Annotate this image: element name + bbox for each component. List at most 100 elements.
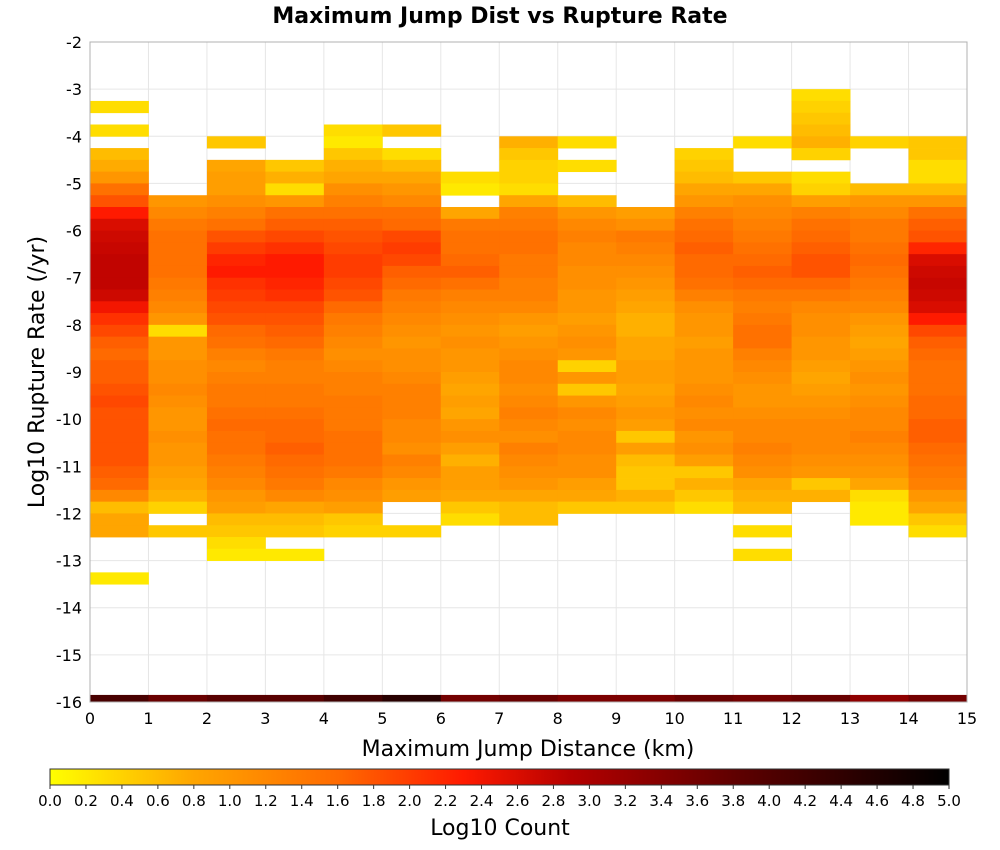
colorbar-tick-label: 0.2: [74, 792, 98, 810]
heatmap-cell: [499, 430, 559, 444]
heatmap-cell: [323, 242, 383, 255]
colorbar-tick-label: 2.8: [542, 792, 566, 810]
heatmap-cell: [733, 501, 792, 514]
heatmap-cell: [90, 171, 149, 184]
heatmap-bottom-cell: [557, 694, 617, 702]
heatmap-cell: [382, 419, 442, 432]
heatmap-cell: [791, 466, 851, 479]
heatmap-cell: [265, 348, 325, 361]
heatmap-cell: [908, 525, 968, 538]
heatmap-cell: [323, 313, 383, 326]
heatmap-cell: [616, 324, 676, 338]
heatmap-cell: [206, 289, 266, 302]
heatmap-cell: [499, 395, 559, 408]
colorbar-tick-label: 1.2: [254, 792, 278, 810]
heatmap-cell: [674, 171, 734, 184]
heatmap-cell: [674, 254, 734, 267]
heatmap-cell: [908, 360, 968, 373]
y-tick-label: -7: [66, 269, 82, 288]
heatmap-cell: [674, 407, 734, 420]
x-tick-label: 8: [553, 709, 563, 728]
heatmap-cell: [440, 171, 500, 184]
heatmap-cell: [674, 383, 734, 396]
heatmap-cell: [557, 265, 617, 279]
heatmap-cell: [323, 395, 383, 408]
heatmap-cell: [674, 372, 734, 385]
heatmap-cell: [148, 207, 208, 220]
heatmap-cell: [382, 442, 442, 455]
heatmap-cell: [791, 207, 851, 220]
heatmap-cell: [90, 407, 149, 420]
heatmap-cell: [791, 218, 851, 231]
heatmap-cell: [557, 501, 617, 514]
heatmap-cell: [499, 313, 559, 326]
heatmap-cell: [440, 372, 500, 385]
x-tick-label: 12: [781, 709, 801, 728]
heatmap-cell: [440, 489, 500, 503]
heatmap-cell: [733, 301, 792, 314]
heatmap-cell: [791, 112, 851, 125]
heatmap-cell: [323, 478, 383, 491]
heatmap-cell: [148, 407, 208, 420]
heatmap-cell: [616, 407, 676, 420]
heatmap-cell: [733, 442, 792, 455]
heatmap-cell: [850, 207, 909, 220]
x-tick-label: 3: [260, 709, 270, 728]
heatmap-cell: [674, 478, 734, 491]
x-axis-label: Maximum Jump Distance (km): [362, 737, 695, 762]
x-tick-label: 5: [377, 709, 387, 728]
x-tick-label: 4: [319, 709, 329, 728]
heatmap-cell: [908, 207, 968, 220]
heatmap-cell: [206, 301, 266, 314]
y-tick-label: -16: [56, 693, 82, 712]
colorbar-tick-label: 4.8: [901, 792, 925, 810]
heatmap-cell: [382, 430, 442, 444]
heatmap-cell: [850, 513, 909, 526]
heatmap-cell: [908, 442, 968, 455]
heatmap-cell: [499, 218, 559, 231]
heatmap-cell: [90, 372, 149, 385]
heatmap-cell: [616, 430, 676, 444]
heatmap-cell: [557, 348, 617, 361]
heatmap-cell: [616, 383, 676, 396]
heatmap-cell: [674, 183, 734, 196]
heatmap-cell: [440, 430, 500, 444]
heatmap-cell: [850, 466, 909, 479]
heatmap-bottom-cell: [733, 694, 792, 702]
heatmap-cell: [557, 372, 617, 385]
heatmap-cell: [382, 230, 442, 243]
heatmap-cell: [206, 442, 266, 455]
heatmap-bottom-cell: [908, 694, 968, 702]
heatmap-cell: [499, 230, 559, 243]
heatmap-cell: [733, 171, 792, 184]
y-tick-label: -6: [66, 222, 82, 241]
heatmap-cell: [791, 301, 851, 314]
y-tick-label: -14: [56, 599, 82, 618]
heatmap-cell: [499, 171, 559, 184]
heatmap-cell: [90, 336, 149, 349]
heatmap-cell: [791, 489, 851, 503]
heatmap-cell: [499, 242, 559, 255]
heatmap-cell: [616, 478, 676, 491]
heatmap-cell: [733, 525, 792, 538]
heatmap-cell: [791, 383, 851, 396]
heatmap-cell: [148, 395, 208, 408]
heatmap-cell: [148, 324, 208, 338]
heatmap-cell: [791, 230, 851, 243]
heatmap-cell: [908, 336, 968, 349]
heatmap-cell: [908, 419, 968, 432]
heatmap-cell: [90, 383, 149, 396]
heatmap-cell: [616, 313, 676, 326]
heatmap-cell: [265, 478, 325, 491]
heatmap-cell: [499, 360, 559, 373]
heatmap-cell: [733, 348, 792, 361]
heatmap-cell: [557, 207, 617, 220]
heatmap-cell: [323, 159, 383, 173]
heatmap-cell: [323, 501, 383, 514]
heatmap-cell: [557, 301, 617, 314]
x-tick-label: 10: [664, 709, 684, 728]
heatmap-cell: [265, 466, 325, 479]
heatmap-cell: [674, 360, 734, 373]
y-axis-ticks: -16 -15 -14 -13 -12 -11 -10 -9 -8 -7 -6 -5 -4 -3 -2: [56, 33, 82, 712]
heatmap-bottom-cell: [674, 694, 734, 702]
